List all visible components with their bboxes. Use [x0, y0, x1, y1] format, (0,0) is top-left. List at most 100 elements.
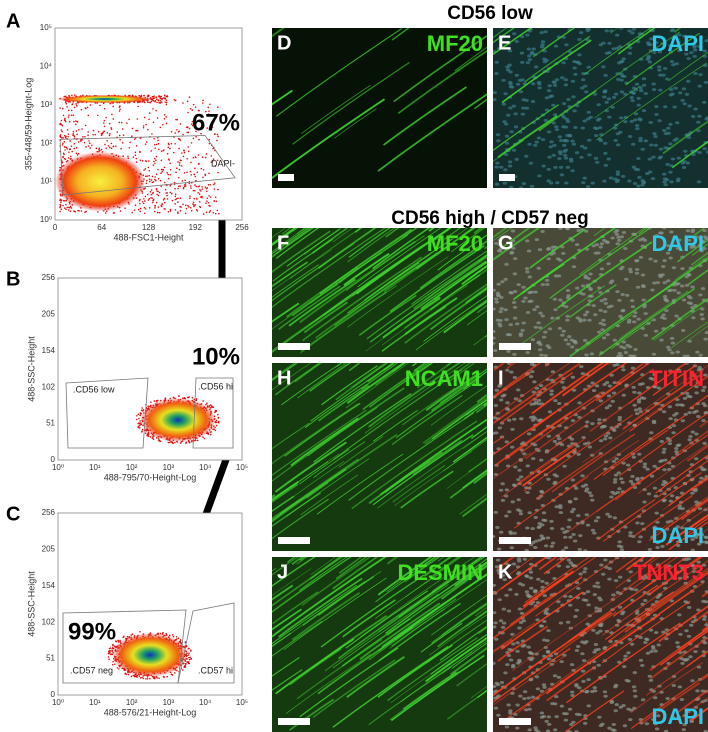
dot: [187, 131, 190, 134]
dot: [204, 174, 207, 177]
nucleus: [640, 664, 645, 668]
nucleus: [612, 480, 618, 484]
fiber: [452, 436, 487, 463]
nucleus: [618, 314, 623, 318]
nucleus: [630, 31, 635, 35]
nucleus: [645, 467, 650, 471]
nucleus: [696, 542, 702, 546]
dot: [144, 195, 147, 198]
dot: [152, 108, 154, 110]
dot: [170, 673, 173, 676]
dot: [62, 152, 65, 155]
dot: [136, 130, 139, 132]
nucleus: [598, 321, 603, 325]
nucleus: [683, 658, 688, 662]
dot: [112, 105, 115, 108]
dot: [72, 114, 75, 116]
dot: [155, 187, 158, 190]
dot: [176, 118, 179, 121]
dot: [195, 130, 197, 133]
dot: [210, 405, 213, 407]
nucleus: [642, 462, 648, 466]
nucleus: [588, 115, 593, 119]
nucleus: [631, 28, 637, 31]
fiber: [366, 253, 487, 340]
nucleus: [577, 317, 583, 321]
panel-letter: J: [277, 561, 288, 583]
nucleus: [700, 317, 705, 321]
nucleus: [590, 498, 595, 502]
nucleus: [666, 131, 672, 135]
dot: [198, 162, 200, 165]
nucleus: [702, 229, 707, 233]
dot: [138, 422, 141, 425]
nucleus: [698, 293, 703, 297]
nucleus: [702, 617, 707, 621]
nucleus: [633, 347, 638, 351]
dot: [194, 156, 197, 159]
dot: [144, 187, 146, 189]
nucleus: [593, 313, 598, 317]
y-tick-label: 0: [51, 455, 56, 464]
nucleus: [604, 109, 610, 113]
nucleus: [582, 442, 588, 446]
dot: [80, 139, 82, 141]
dot: [135, 145, 138, 147]
nucleus: [654, 41, 659, 45]
nucleus: [530, 370, 535, 374]
nucleus: [525, 33, 530, 37]
fiber: [272, 283, 371, 354]
nucleus: [586, 65, 591, 69]
nucleus: [616, 544, 622, 548]
nucleus: [585, 310, 590, 314]
fiber: [336, 363, 343, 367]
fiber: [397, 49, 487, 115]
fiber: [446, 689, 487, 720]
fiber: [461, 228, 475, 237]
nucleus: [638, 255, 644, 259]
nucleus: [554, 505, 559, 509]
fiber: [475, 606, 487, 617]
nucleus: [668, 170, 673, 174]
dot: [150, 150, 153, 152]
nucleus: [530, 418, 536, 422]
dot: [173, 181, 176, 184]
fiber: [602, 428, 669, 477]
nucleus: [510, 445, 515, 449]
fiber: [306, 433, 398, 499]
dot: [166, 152, 169, 155]
nucleus: [598, 139, 604, 143]
nucleus: [617, 45, 623, 49]
nucleus: [521, 299, 526, 303]
dot: [205, 153, 208, 155]
gate: [59, 135, 236, 196]
nucleus: [665, 251, 671, 255]
nucleus: [580, 126, 586, 130]
nucleus: [556, 437, 562, 441]
dot: [126, 122, 128, 124]
nucleus: [652, 50, 657, 54]
fiber: [529, 228, 586, 269]
nucleus: [690, 548, 695, 551]
fiber: [332, 593, 440, 669]
nucleus: [582, 318, 587, 322]
nucleus: [583, 549, 588, 551]
nucleus: [533, 545, 538, 549]
dot: [74, 123, 77, 126]
dot: [163, 208, 165, 210]
fiber: [393, 34, 487, 103]
dot: [136, 676, 138, 678]
fiber: [311, 228, 349, 254]
gate: [65, 377, 149, 449]
nucleus: [679, 491, 685, 495]
nucleus: [690, 491, 695, 495]
fiber: [618, 290, 689, 340]
nucleus: [703, 337, 708, 341]
fiber: [310, 557, 336, 576]
dot: [96, 114, 99, 117]
nucleus: [649, 37, 654, 41]
nucleus: [672, 105, 677, 109]
nucleus: [511, 300, 517, 304]
nucleus: [578, 572, 583, 576]
dot: [214, 426, 216, 429]
